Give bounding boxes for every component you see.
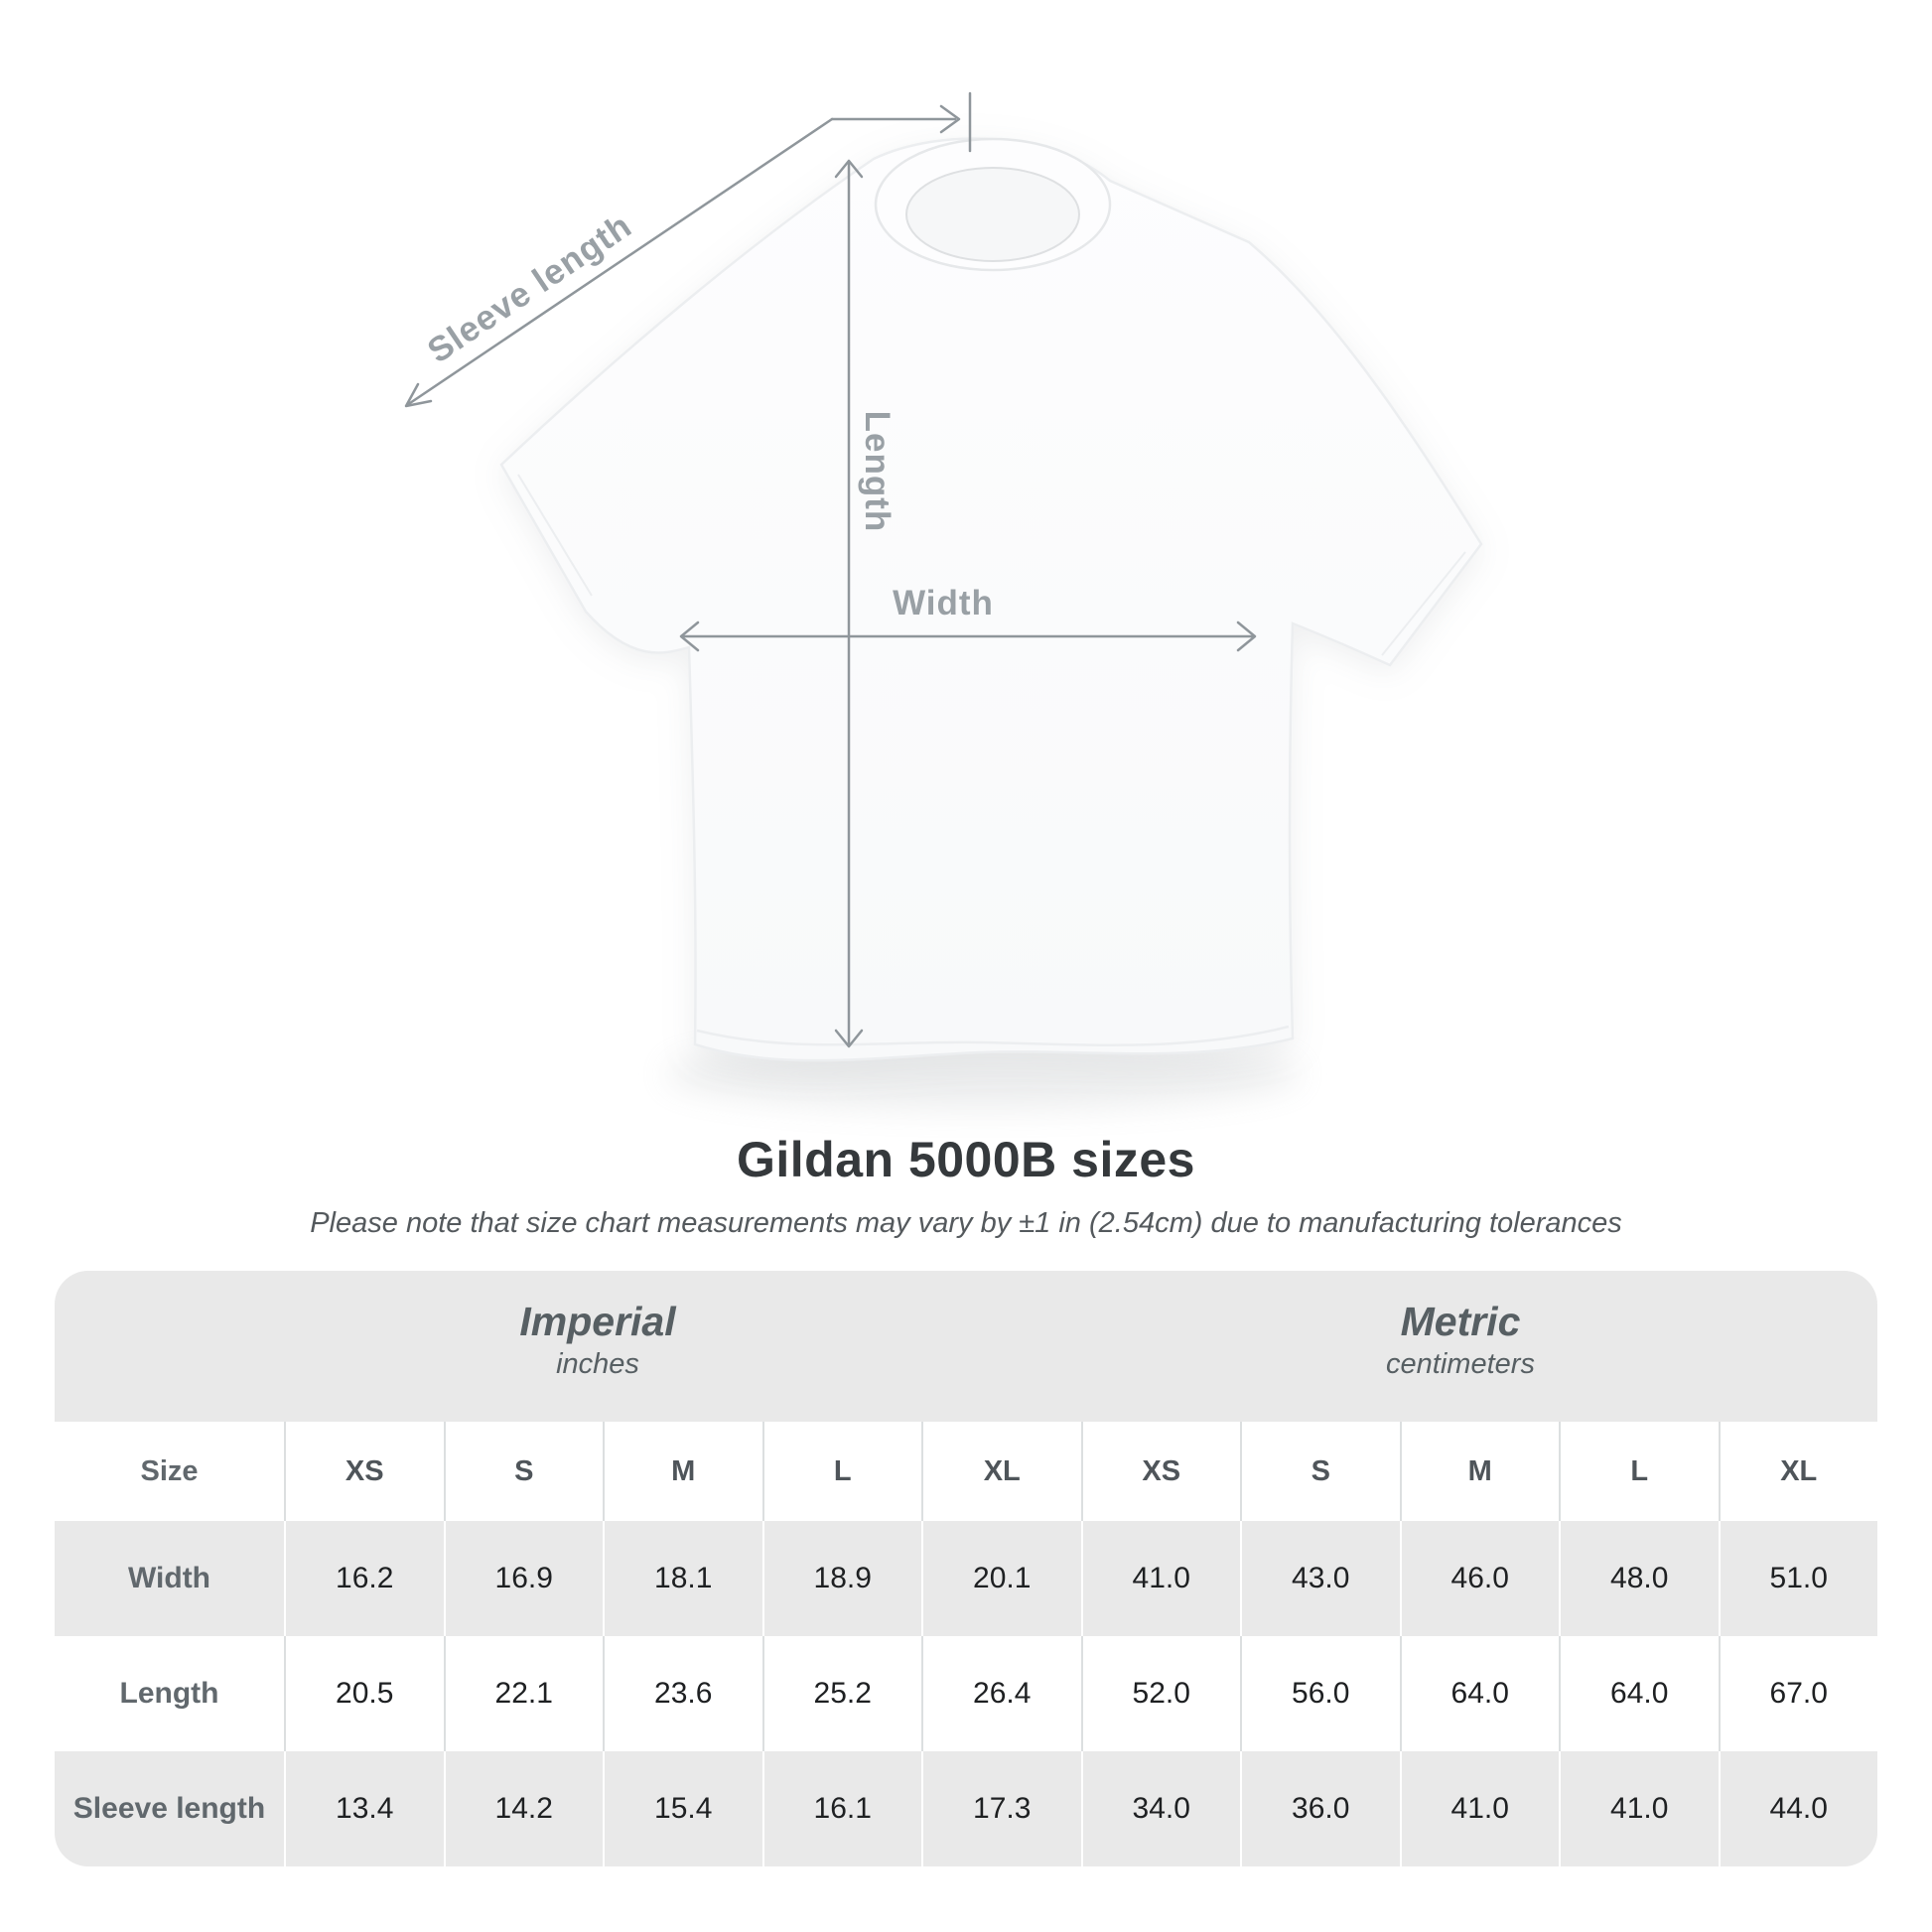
imperial-unit-label: inches	[556, 1348, 639, 1380]
col-header-metric-m: M	[1399, 1422, 1559, 1521]
row-label-length: Length	[55, 1636, 284, 1751]
table-cell: 52.0	[1080, 1636, 1240, 1751]
table-cell: 46.0	[1399, 1521, 1559, 1636]
table-cell: 64.0	[1399, 1636, 1559, 1751]
table-cell: 43.0	[1240, 1521, 1400, 1636]
col-header-metric-xl: XL	[1718, 1422, 1877, 1521]
width-arrowhead-right	[1236, 621, 1257, 652]
collar-inner	[905, 167, 1080, 262]
tshirt	[499, 137, 1483, 1062]
sleeve-arrowhead-left	[404, 382, 433, 408]
col-header-metric-xs: XS	[1080, 1422, 1240, 1521]
table-cell: 18.9	[761, 1521, 921, 1636]
table-cell: 41.0	[1559, 1751, 1719, 1866]
table-cell: 16.1	[761, 1751, 921, 1866]
tolerance-note: Please note that size chart measurements…	[310, 1207, 1622, 1239]
table-cell: 64.0	[1559, 1636, 1719, 1751]
table-cell: 20.1	[921, 1521, 1081, 1636]
table-cell: 67.0	[1718, 1636, 1877, 1751]
table-cell: 15.4	[603, 1751, 762, 1866]
col-header-imperial-m: M	[603, 1422, 762, 1521]
measurement-lines	[404, 91, 1257, 1048]
table-cell: 41.0	[1399, 1751, 1559, 1866]
length-arrowhead-bottom	[834, 1029, 864, 1048]
table-cell: 18.1	[603, 1521, 762, 1636]
table-cell: 14.2	[443, 1751, 603, 1866]
table-cell: 23.6	[603, 1636, 762, 1751]
table-cell: 51.0	[1718, 1521, 1877, 1636]
table-cell: 16.9	[443, 1521, 603, 1636]
width-label: Width	[893, 584, 994, 622]
col-header-imperial-xl: XL	[921, 1422, 1081, 1521]
right-cuff-seam	[1381, 551, 1466, 656]
table-cell: 41.0	[1080, 1521, 1240, 1636]
table-cell: 20.5	[284, 1636, 444, 1751]
table-cell: 25.2	[761, 1636, 921, 1751]
imperial-label: Imperial	[519, 1299, 676, 1344]
row-label-sleeve-length: Sleeve length	[55, 1751, 284, 1866]
col-header-imperial-l: L	[761, 1422, 921, 1521]
col-header-imperial-s: S	[443, 1422, 603, 1521]
metric-group-header: Metric centimeters	[1386, 1271, 1535, 1422]
size-column-header: Size	[55, 1422, 284, 1521]
table-cell: 17.3	[921, 1751, 1081, 1866]
row-label-width: Width	[55, 1521, 284, 1636]
size-grid: Size XS S M L XL XS S M L XL Width 16.2 …	[55, 1422, 1877, 1866]
tshirt-diagram: Sleeve length Length Width	[404, 91, 1483, 1108]
metric-label: Metric	[1400, 1299, 1521, 1344]
col-header-metric-l: L	[1559, 1422, 1719, 1521]
sleeve-arrowhead-right	[939, 104, 961, 134]
col-header-imperial-xs: XS	[284, 1422, 444, 1521]
table-cell: 56.0	[1240, 1636, 1400, 1751]
page-title: Gildan 5000B sizes	[736, 1132, 1195, 1187]
size-chart-table: Imperial inches Metric centimeters Size …	[55, 1271, 1877, 1866]
table-cell: 48.0	[1559, 1521, 1719, 1636]
table-cell: 36.0	[1240, 1751, 1400, 1866]
table-cell: 34.0	[1080, 1751, 1240, 1866]
imperial-group-header: Imperial inches	[519, 1271, 675, 1422]
length-arrowhead-top	[834, 159, 864, 179]
col-header-metric-s: S	[1240, 1422, 1400, 1521]
left-cuff-seam	[517, 474, 593, 597]
sleeve-arrow-diagonal	[405, 117, 834, 407]
table-cell: 16.2	[284, 1521, 444, 1636]
width-arrowhead-left	[679, 621, 700, 652]
hem-seam	[696, 1025, 1290, 1046]
unit-group-header: Imperial inches Metric centimeters	[55, 1271, 1877, 1422]
length-label: Length	[858, 411, 897, 533]
table-cell: 13.4	[284, 1751, 444, 1866]
table-cell: 44.0	[1718, 1751, 1877, 1866]
metric-unit-label: centimeters	[1386, 1348, 1535, 1380]
table-cell: 22.1	[443, 1636, 603, 1751]
sleeve-length-label: Sleeve length	[421, 207, 639, 371]
table-cell: 26.4	[921, 1636, 1081, 1751]
